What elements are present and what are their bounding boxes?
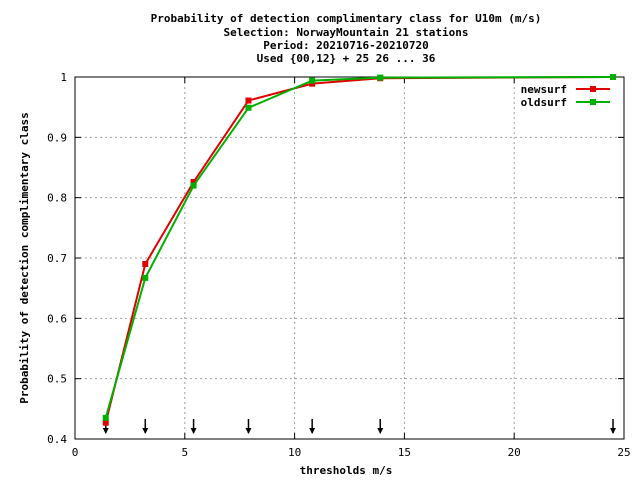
title-line-4: Used {00,12} + 25 26 ... 36 — [257, 52, 436, 65]
legend-entry: newsurf — [521, 83, 610, 96]
threshold-arrow — [610, 419, 617, 434]
x-tick-label: 0 — [72, 446, 79, 459]
threshold-arrow — [377, 419, 384, 434]
x-axis-label: thresholds m/s — [300, 464, 393, 477]
threshold-arrows — [102, 419, 617, 434]
legend-marker — [590, 86, 596, 92]
x-tick-label: 20 — [508, 446, 521, 459]
chart-title: Probability of detection complimentary c… — [151, 12, 542, 65]
data-point — [190, 182, 197, 189]
grid — [75, 77, 624, 439]
title-line-1: Probability of detection complimentary c… — [151, 12, 542, 25]
data-point — [245, 104, 252, 111]
threshold-arrow — [309, 419, 316, 434]
data-point — [190, 178, 197, 185]
x-tick-label: 5 — [181, 446, 188, 459]
data-point — [377, 74, 384, 81]
legend-label: oldsurf — [521, 96, 567, 109]
y-tick-label: 0.9 — [47, 131, 67, 144]
x-tick-label: 10 — [288, 446, 301, 459]
y-tick-label: 0.4 — [47, 433, 67, 446]
y-tick-label: 1 — [60, 71, 67, 84]
series-line — [104, 76, 614, 419]
data-point — [245, 97, 252, 104]
title-line-3: Period: 20210716-20210720 — [263, 39, 429, 52]
x-tick-label: 15 — [398, 446, 411, 459]
y-tick-label: 0.8 — [47, 192, 67, 205]
x-tick-label: 25 — [617, 446, 630, 459]
y-axis-label: Probability of detection complimentary c… — [18, 112, 31, 403]
title-line-2: Selection: NorwayMountain 21 stations — [223, 26, 468, 39]
legend-label: newsurf — [521, 83, 567, 96]
series-lines — [102, 74, 617, 426]
data-point — [142, 274, 149, 281]
data-point — [309, 77, 316, 84]
series-newsurf — [102, 74, 617, 426]
legend-marker — [590, 99, 596, 105]
y-tick-label: 0.5 — [47, 373, 67, 386]
threshold-arrow — [142, 419, 149, 434]
series-line — [104, 76, 614, 423]
threshold-arrow — [190, 419, 197, 434]
data-point — [142, 261, 149, 268]
y-tick-label: 0.6 — [47, 312, 67, 325]
data-point — [309, 80, 316, 87]
data-point — [102, 419, 109, 426]
legend-entry: oldsurf — [521, 96, 610, 109]
plot-frame — [74, 76, 625, 440]
threshold-arrow — [245, 419, 252, 434]
tick-labels: 0.40.50.60.70.80.910 5 10 15 20 25 — [47, 71, 631, 459]
y-tick-label: 0.7 — [47, 252, 67, 265]
data-point — [102, 414, 109, 421]
data-point — [610, 74, 617, 80]
series-oldsurf — [102, 74, 617, 421]
